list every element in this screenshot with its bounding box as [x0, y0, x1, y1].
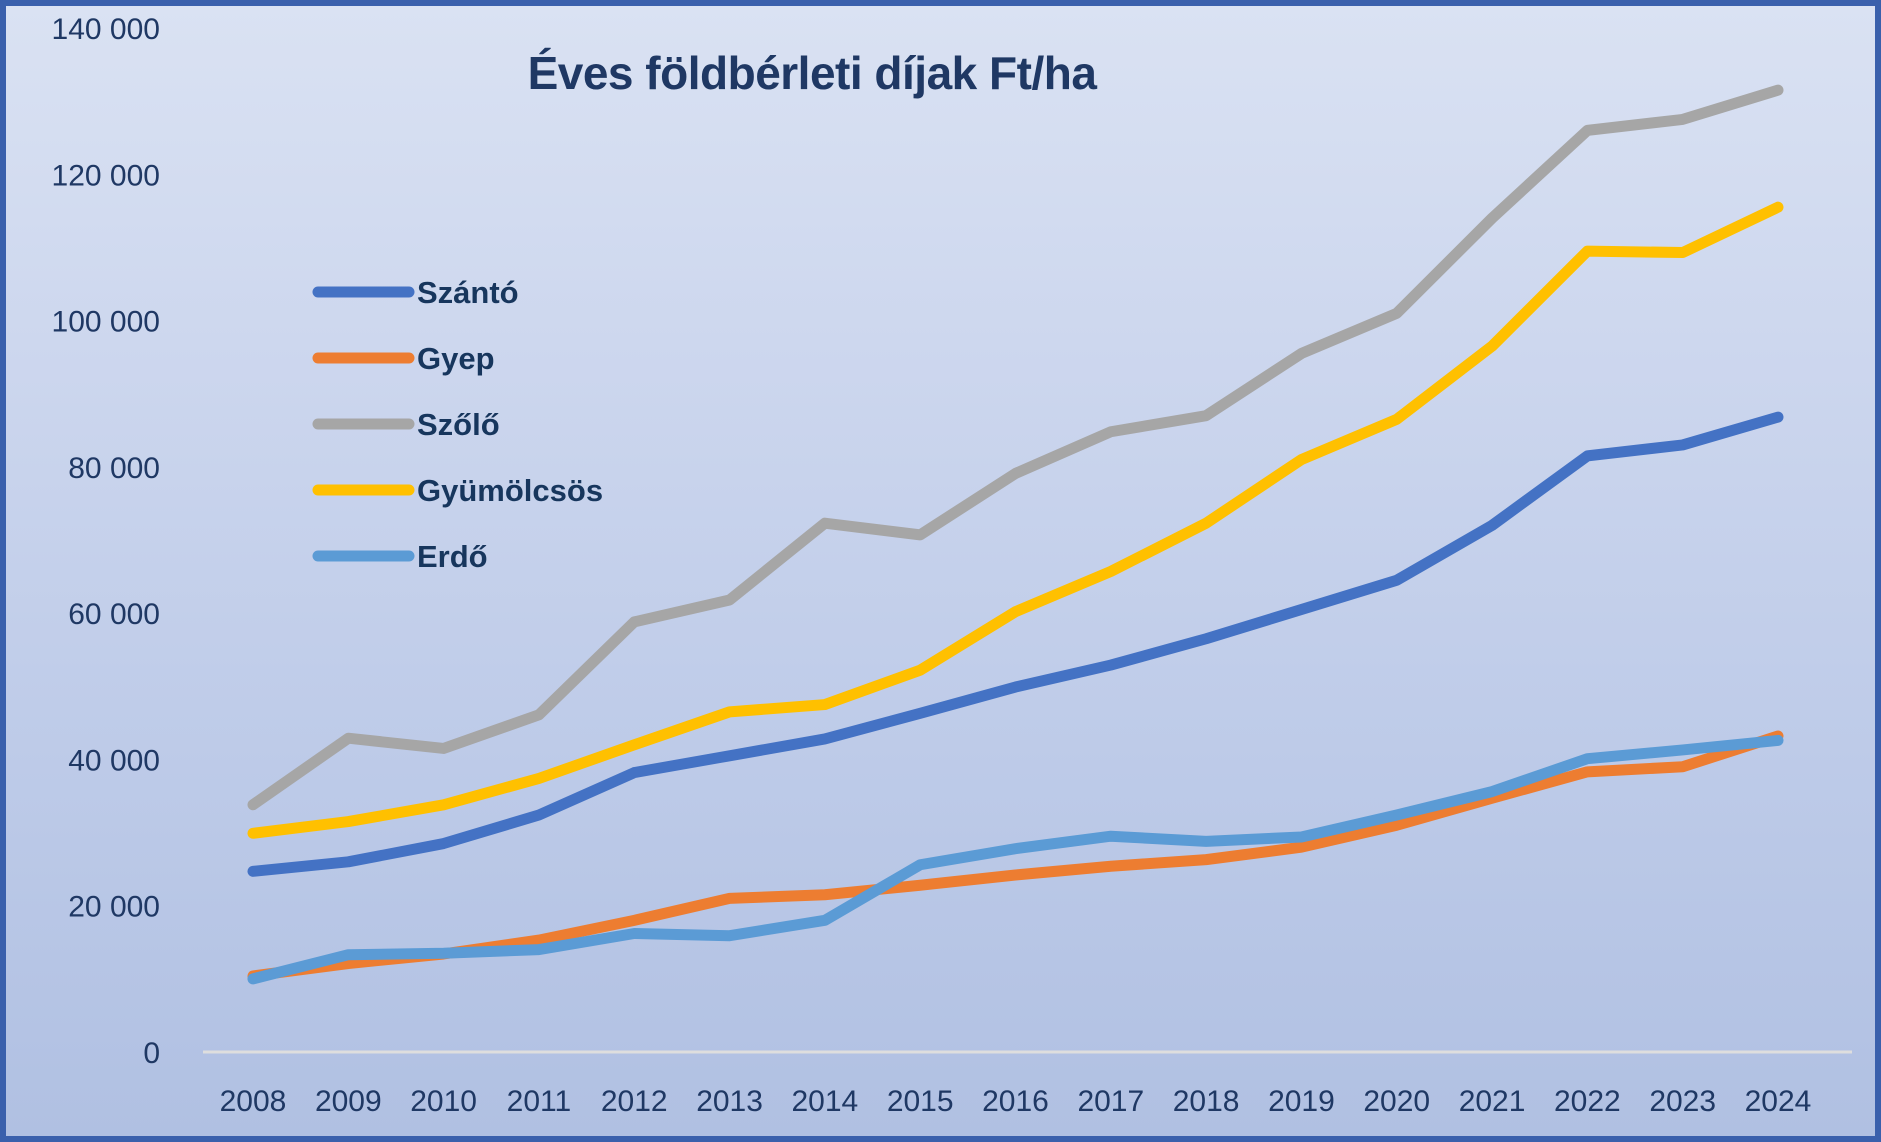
y-axis-tick-label: 120 000 — [52, 159, 160, 192]
series-line-gyumolcsos — [247, 201, 1784, 839]
x-axis-tick-label: 2015 — [887, 1085, 954, 1118]
series-line-erdo — [247, 734, 1784, 985]
x-axis-tick-label: 2008 — [220, 1085, 287, 1118]
series-line-gyep — [247, 730, 1784, 982]
x-axis-tick-label: 2012 — [601, 1085, 668, 1118]
y-axis-tick-label: 20 000 — [68, 891, 160, 924]
x-axis-tick-label: 2017 — [1077, 1085, 1144, 1118]
x-axis-tick-label: 2020 — [1363, 1085, 1430, 1118]
x-axis-tick-label: 2023 — [1649, 1085, 1716, 1118]
series-line-szanto — [247, 411, 1784, 877]
x-axis-tick-label: 2011 — [507, 1085, 572, 1118]
x-axis-tick-label: 2019 — [1268, 1085, 1335, 1118]
y-axis-tick-label: 40 000 — [68, 744, 160, 777]
legend-label-gyumolcsos: Gyümölcsös — [417, 473, 603, 508]
x-axis-tick-label: 2016 — [982, 1085, 1049, 1118]
chart-title: Éves földbérleti díjak Ft/ha — [527, 47, 1097, 99]
legend-label-erdo: Erdő — [417, 539, 488, 574]
x-axis-tick-label: 2022 — [1554, 1085, 1621, 1118]
y-axis-tick-label: 60 000 — [68, 598, 160, 631]
x-axis-tick-label: 2014 — [792, 1085, 859, 1118]
x-axis-tick-label: 2013 — [696, 1085, 763, 1118]
x-axis-tick-label: 2010 — [410, 1085, 477, 1118]
x-axis-tick-label: 2018 — [1173, 1085, 1240, 1118]
y-axis-tick-label: 140 000 — [52, 13, 160, 46]
x-axis-tick-label: 2009 — [315, 1085, 382, 1118]
legend-label-szanto: Szántó — [417, 275, 519, 310]
legend-label-gyep: Gyep — [417, 341, 495, 376]
y-axis-tick-label: 100 000 — [52, 306, 160, 339]
y-axis-tick-label: 0 — [143, 1037, 160, 1070]
x-axis-tick-label: 2024 — [1745, 1085, 1812, 1118]
legend-label-szolo: Szőlő — [417, 407, 500, 442]
series-line-szolo — [247, 84, 1784, 811]
x-axis-tick-label: 2021 — [1459, 1085, 1526, 1118]
y-axis-tick-label: 80 000 — [68, 452, 160, 485]
